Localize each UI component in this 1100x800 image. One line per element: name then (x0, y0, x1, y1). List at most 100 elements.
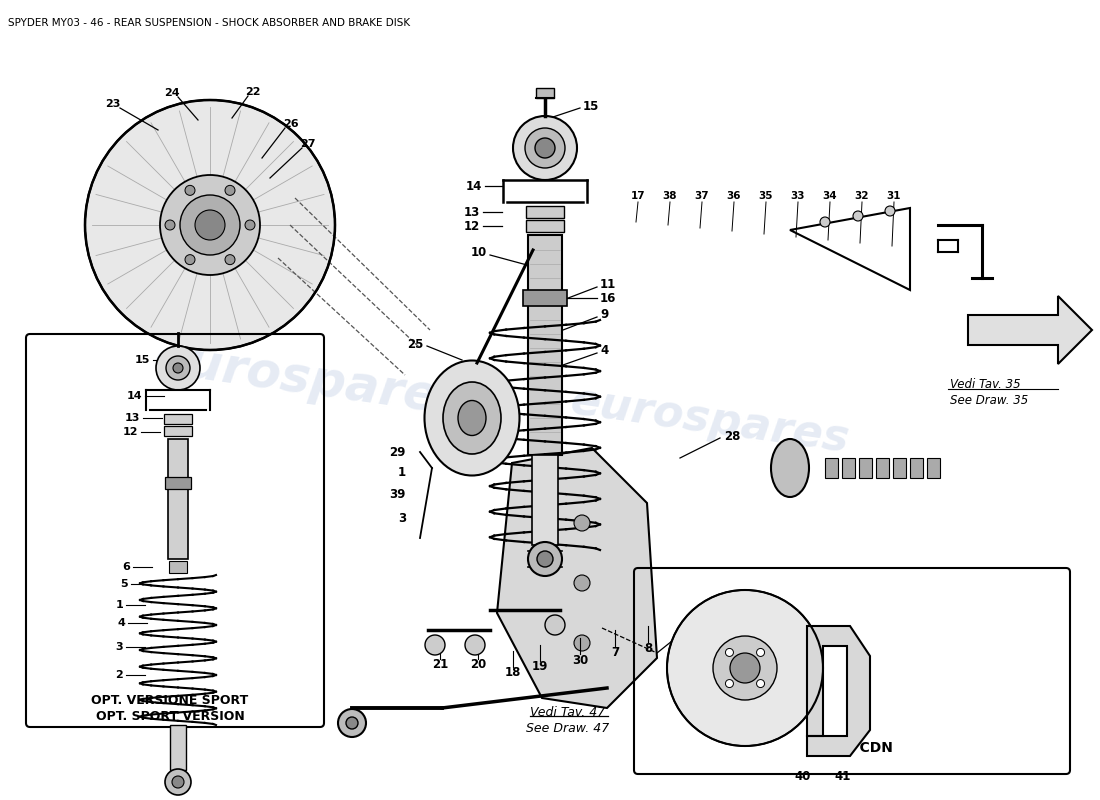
Text: 4: 4 (117, 618, 125, 628)
Text: OPT. SPORT VERSION: OPT. SPORT VERSION (96, 710, 244, 722)
Bar (825, 458, 838, 478)
Text: 35: 35 (759, 191, 773, 201)
Circle shape (185, 186, 195, 195)
Text: 28: 28 (724, 430, 740, 442)
Circle shape (574, 635, 590, 651)
Text: 41: 41 (835, 770, 851, 782)
Text: USA - CDN: USA - CDN (812, 741, 892, 755)
Circle shape (85, 100, 336, 350)
Text: eurospares: eurospares (568, 379, 852, 461)
Text: 39: 39 (389, 489, 406, 502)
Circle shape (886, 206, 895, 216)
Text: 21: 21 (432, 658, 448, 671)
Bar (168, 439, 188, 559)
Circle shape (537, 551, 553, 567)
Polygon shape (497, 448, 657, 708)
Text: 31: 31 (887, 191, 901, 201)
Text: 9: 9 (600, 309, 608, 322)
Circle shape (346, 717, 358, 729)
Circle shape (165, 220, 175, 230)
Text: 34: 34 (823, 191, 837, 201)
Text: 37: 37 (695, 191, 710, 201)
Circle shape (820, 217, 830, 227)
Circle shape (725, 679, 734, 687)
Text: 30: 30 (572, 654, 588, 666)
Circle shape (525, 128, 565, 168)
Ellipse shape (443, 382, 500, 454)
Text: 27: 27 (300, 139, 316, 149)
Circle shape (166, 356, 190, 380)
Bar (522, 290, 566, 306)
Bar (170, 725, 186, 770)
Circle shape (245, 220, 255, 230)
Circle shape (425, 635, 446, 655)
Text: 1: 1 (116, 600, 123, 610)
Text: 26: 26 (283, 119, 299, 129)
Circle shape (338, 709, 366, 737)
Text: SPYDER MY03 - 46 - REAR SUSPENSION - SHOCK ABSORBER AND BRAKE DISK: SPYDER MY03 - 46 - REAR SUSPENSION - SHO… (8, 18, 410, 28)
Circle shape (544, 615, 565, 635)
Text: 13: 13 (464, 206, 480, 218)
Circle shape (535, 138, 556, 158)
Text: 24: 24 (164, 88, 179, 98)
Ellipse shape (425, 361, 519, 475)
Text: OPT. VERSIONE SPORT: OPT. VERSIONE SPORT (91, 694, 249, 706)
Text: 7: 7 (610, 646, 619, 658)
Text: 29: 29 (389, 446, 406, 458)
Circle shape (574, 575, 590, 591)
Text: 14: 14 (126, 391, 142, 401)
Circle shape (757, 649, 764, 657)
Text: eurospares: eurospares (151, 334, 470, 426)
Circle shape (172, 776, 184, 788)
Circle shape (713, 636, 777, 700)
Bar (842, 458, 855, 478)
Bar (927, 458, 940, 478)
Text: 15: 15 (583, 99, 600, 113)
Circle shape (226, 254, 235, 265)
Text: 13: 13 (124, 413, 140, 423)
Circle shape (725, 649, 734, 657)
Polygon shape (968, 296, 1092, 364)
Text: 20: 20 (470, 658, 486, 671)
Circle shape (160, 175, 260, 275)
Circle shape (173, 363, 183, 373)
Text: 40: 40 (795, 770, 811, 782)
Bar (893, 458, 906, 478)
Circle shape (852, 211, 864, 221)
Text: 36: 36 (727, 191, 741, 201)
Bar (526, 206, 564, 218)
Bar (164, 414, 192, 424)
Text: 16: 16 (600, 291, 616, 305)
Text: Vedi Tav. 47: Vedi Tav. 47 (530, 706, 606, 718)
Text: 3: 3 (398, 511, 406, 525)
Bar (532, 455, 558, 545)
Text: 38: 38 (662, 191, 678, 201)
Text: See Draw. 47: See Draw. 47 (527, 722, 609, 734)
Bar (910, 458, 923, 478)
Circle shape (513, 116, 578, 180)
Text: 23: 23 (106, 99, 121, 109)
Circle shape (667, 590, 823, 746)
Circle shape (465, 635, 485, 655)
Text: See Draw. 35: See Draw. 35 (950, 394, 1028, 406)
Text: 18: 18 (505, 666, 521, 679)
Bar (164, 426, 192, 436)
Bar (165, 477, 191, 489)
Circle shape (528, 542, 562, 576)
Text: 32: 32 (855, 191, 869, 201)
Text: 2: 2 (116, 670, 123, 680)
Text: 33: 33 (791, 191, 805, 201)
Ellipse shape (458, 401, 486, 435)
Text: 12: 12 (464, 219, 480, 233)
Circle shape (226, 186, 235, 195)
Text: 1: 1 (398, 466, 406, 478)
Circle shape (185, 254, 195, 265)
Bar (859, 458, 872, 478)
Text: 8: 8 (644, 642, 652, 654)
Circle shape (574, 515, 590, 531)
Text: 11: 11 (600, 278, 616, 291)
Circle shape (165, 769, 191, 795)
Circle shape (195, 210, 226, 240)
Ellipse shape (771, 439, 808, 497)
Circle shape (180, 195, 240, 255)
